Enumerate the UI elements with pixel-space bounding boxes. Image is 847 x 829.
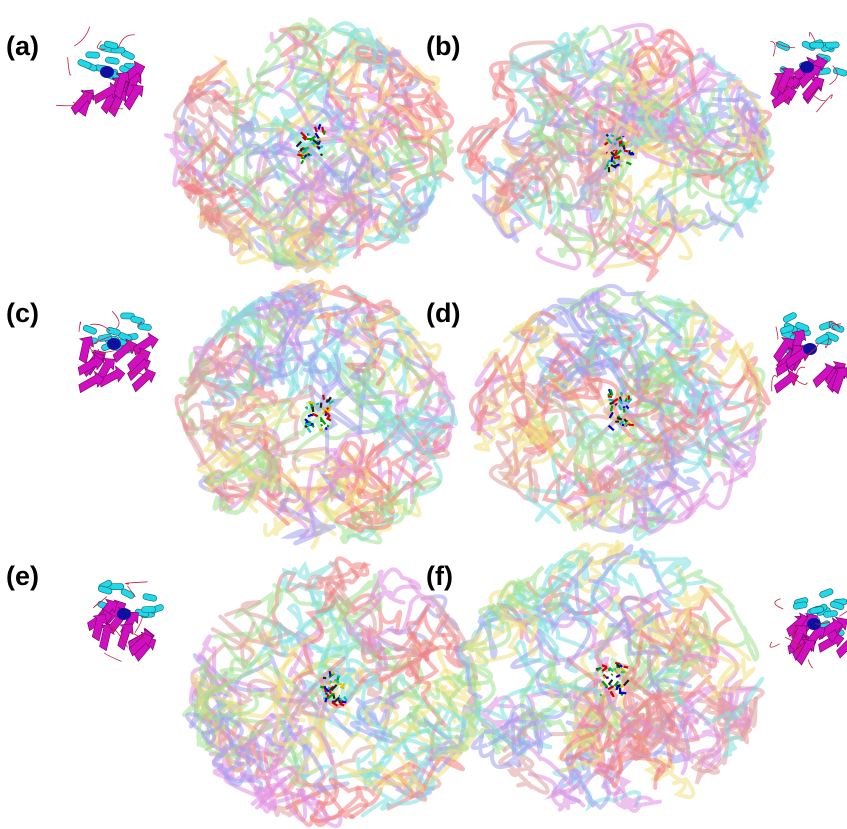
ligand-site [107,338,121,350]
ligand-bond [617,685,618,690]
page: (a) (b) (c) (d) (e) (f) (() => { const d… [0,0,847,829]
panel-label: (e) [6,561,39,591]
ligand-bond [617,418,622,420]
ligand-bond [623,406,624,408]
ligand-bond [604,167,606,169]
ligand-bond [624,150,628,151]
ligand-bond [319,429,322,431]
ligand-bond [330,690,331,693]
ligand-site [800,61,814,73]
ligand-bond [308,402,313,403]
ligand-bond [323,395,324,400]
ligand-bond [301,158,305,159]
ligand-bond [609,668,610,671]
helix [810,42,824,48]
ligand-bond [616,403,617,404]
ligand-bond [629,395,630,400]
helix [825,42,839,48]
ligand-bond [340,704,344,706]
helix [86,52,100,59]
panel-label: (d) [426,298,460,328]
ligand-bond [326,427,327,430]
ligand-bond [322,127,323,133]
ligand-bond [624,146,625,149]
ligand-bond [618,393,619,395]
ligand-bond [625,423,626,425]
ligand-bond [337,676,340,677]
ligand-site [117,608,131,620]
ligand-bond [619,144,623,145]
ligand-bond [609,399,614,400]
panel-label: (b) [426,31,460,61]
ligand-bond [332,681,335,682]
ligand-bond [305,426,308,427]
ligand-bond [325,698,326,702]
ligand-bond [611,156,612,162]
ligand-bond [313,407,314,412]
ligand-bond [614,150,615,151]
ligand-bond [620,165,621,167]
ligand-bond [630,153,634,154]
ligand-bond [342,702,346,703]
ligand-bond [614,143,616,145]
ligand-bond [320,687,324,688]
ligand-bond [611,405,612,411]
ligand-bond [339,701,340,703]
ligand-bond [309,134,310,136]
ligand-site [100,66,114,78]
ligand-bond [606,134,608,136]
panel-label: (a) [6,31,39,61]
ligand-bond [606,152,607,153]
ligand-bond [316,403,319,405]
ligand-bond [608,394,610,395]
ligand-bond [612,674,613,675]
ligand-bond [320,146,322,147]
helix [142,606,156,612]
ligand-bond [600,685,602,686]
helix [823,610,838,618]
ligand-bond [323,412,324,414]
ligand-bond [607,164,609,166]
ligand-bond [324,131,325,135]
ligand-bond [610,396,611,397]
panel-label: (f) [426,561,453,591]
ligand-bond [321,425,323,426]
ligand-bond [297,154,302,155]
ligand-bond [321,403,322,408]
ligand-bond [624,409,625,413]
ligand-bond [321,154,322,156]
figure: (a) (b) (c) (d) (e) (f) [0,0,847,829]
ligand-bond [600,695,602,696]
panel-label: (c) [6,298,39,328]
ligand-bond [602,695,604,698]
ligand-bond [624,667,628,668]
ligand-bond [604,677,605,679]
ligand-bond [330,671,331,676]
ligand-bond [318,147,319,149]
ligand-bond [611,135,615,136]
